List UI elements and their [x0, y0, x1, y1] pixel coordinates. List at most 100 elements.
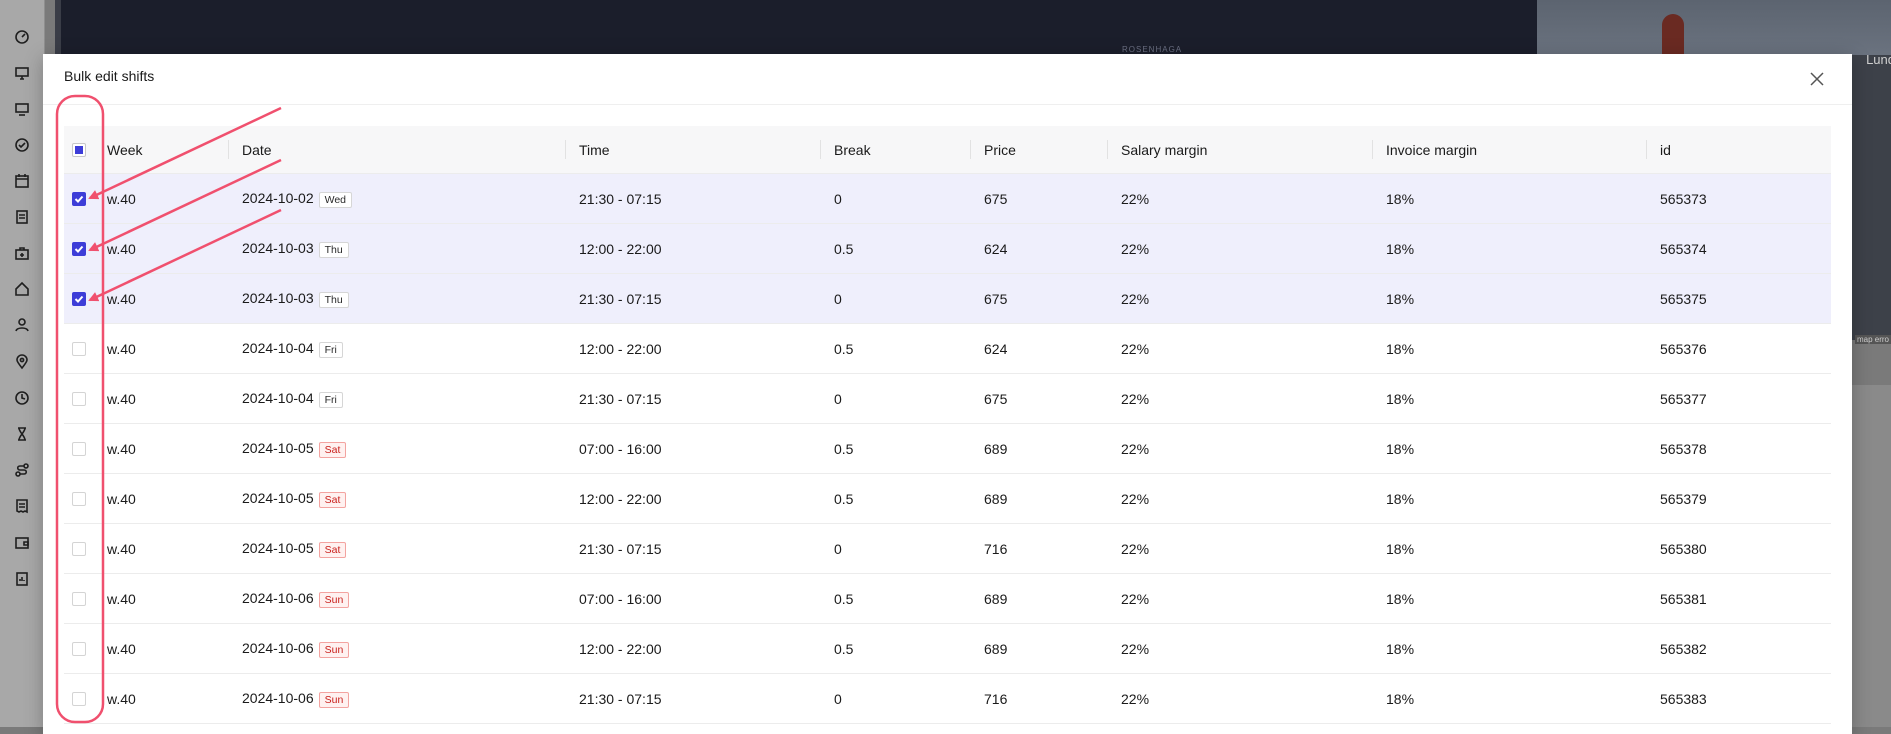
table-row[interactable]: w.40 2024-10-06 Sun 21:30 - 07:15 0 716 22% 18%…: [64, 673, 1831, 724]
tower-shape: [1662, 14, 1684, 54]
header-date-label: Date: [242, 141, 272, 158]
row-checkbox[interactable]: [72, 691, 86, 706]
break-value: 0.5: [834, 240, 854, 257]
time-value: 12:00 - 22:00: [579, 340, 662, 357]
header-id-label: id: [1660, 141, 1671, 158]
modal-title: Bulk edit shifts: [64, 68, 155, 84]
cell-invoice-margin: 18%: [1372, 223, 1646, 274]
header-date[interactable]: Date: [228, 126, 565, 174]
wallet-nav-button[interactable]: [13, 534, 31, 552]
row-checkbox[interactable]: [72, 591, 86, 606]
table-row[interactable]: w.40 2024-10-05 Sat 12:00 - 22:00 0.5 689 22% 1…: [64, 473, 1831, 524]
table-row[interactable]: w.40 2024-10-03 Thu 21:30 - 07:15 0 675 22% 18%…: [64, 273, 1831, 324]
price-value: 689: [984, 590, 1008, 607]
cell-week: w.40: [107, 573, 228, 624]
id-value: 565375: [1660, 290, 1707, 307]
time-value: 21:30 - 07:15: [579, 290, 662, 307]
row-checkbox[interactable]: [72, 391, 86, 406]
row-checkbox[interactable]: [72, 341, 86, 356]
cell-break: 0: [820, 373, 970, 424]
cell-time: 21:30 - 07:15: [565, 173, 820, 224]
cell-time: 21:30 - 07:15: [565, 523, 820, 574]
header-salary-margin[interactable]: Salary margin: [1107, 126, 1372, 174]
row-checkbox[interactable]: [72, 241, 86, 256]
row-select-cell: [64, 223, 107, 274]
desktop-icon: [15, 103, 29, 116]
salary-margin-value: 22%: [1121, 190, 1150, 207]
route-nav-button[interactable]: [13, 461, 31, 479]
cell-id: 565379: [1646, 473, 1831, 524]
clipboard-nav-button[interactable]: [13, 208, 31, 226]
header-week[interactable]: Week: [107, 126, 228, 174]
table-row[interactable]: w.40 2024-10-05 Sat 21:30 - 07:15 0 716 22% 18%…: [64, 523, 1831, 574]
map-pin-nav-button[interactable]: [13, 353, 31, 371]
user-nav-button[interactable]: [13, 316, 31, 334]
time-value: 21:30 - 07:15: [579, 540, 662, 557]
weekday-tag: Sun: [318, 592, 350, 609]
price-value: 689: [984, 490, 1008, 507]
cell-salary-margin: 22%: [1107, 173, 1372, 224]
report-nav-button[interactable]: [13, 570, 31, 588]
table-row[interactable]: w.40 2024-10-04 Fri 12:00 - 22:00 0.5 624 22% 1…: [64, 323, 1831, 374]
select-all-checkbox[interactable]: [72, 142, 86, 157]
table-row[interactable]: w.40 2024-10-03 Thu 12:00 - 22:00 0.5 624 22% 1…: [64, 223, 1831, 274]
cell-break: 0: [820, 173, 970, 224]
briefcase-plus-nav-button[interactable]: [13, 244, 31, 262]
receipt-nav-button[interactable]: [13, 497, 31, 515]
clock-nav-button[interactable]: [13, 389, 31, 407]
table-row[interactable]: w.40 2024-10-06 Sun 12:00 - 22:00 0.5 689 22% 1…: [64, 623, 1831, 674]
weekday-tag: Fri: [318, 342, 343, 359]
row-checkbox[interactable]: [72, 641, 86, 656]
dashboard-nav-button[interactable]: [13, 28, 31, 46]
cell-price: 675: [970, 273, 1107, 324]
modal-header: Bulk edit shifts: [43, 54, 1852, 105]
invoice-margin-value: 18%: [1386, 190, 1415, 207]
cell-date: 2024-10-06 Sun: [228, 673, 565, 724]
monitor-nav-button[interactable]: [13, 64, 31, 82]
hourglass-nav-button[interactable]: [13, 425, 31, 443]
cell-id: 565383: [1646, 673, 1831, 724]
table-row[interactable]: w.40 2024-10-02 Wed 21:30 - 07:15 0 675 22% 18%…: [64, 173, 1831, 224]
receipt-icon: [16, 499, 28, 514]
desktop-nav-button[interactable]: [13, 100, 31, 118]
row-checkbox[interactable]: [72, 441, 86, 456]
cell-date: 2024-10-06 Sun: [228, 623, 565, 674]
cell-week: w.40: [107, 223, 228, 274]
cell-invoice-margin: 18%: [1372, 523, 1646, 574]
home-nav-button[interactable]: [13, 280, 31, 298]
header-id[interactable]: id: [1646, 126, 1831, 174]
header-time[interactable]: Time: [565, 126, 820, 174]
id-value: 565376: [1660, 340, 1707, 357]
cell-price: 689: [970, 473, 1107, 524]
header-invoice-margin[interactable]: Invoice margin: [1372, 126, 1646, 174]
break-value: 0.5: [834, 340, 854, 357]
row-select-cell: [64, 273, 107, 324]
close-button[interactable]: [1808, 70, 1826, 88]
cell-date: 2024-10-02 Wed: [228, 173, 565, 224]
calendar-nav-button[interactable]: [13, 172, 31, 190]
invoice-margin-value: 18%: [1386, 540, 1415, 557]
row-checkbox[interactable]: [72, 491, 86, 506]
salary-margin-value: 22%: [1121, 490, 1150, 507]
date-value: 2024-10-04: [242, 339, 314, 356]
date-value: 2024-10-06: [242, 639, 314, 656]
invoice-margin-value: 18%: [1386, 690, 1415, 707]
table-row[interactable]: w.40 2024-10-05 Sat 07:00 - 16:00 0.5 689 22% 1…: [64, 423, 1831, 474]
cell-time: 12:00 - 22:00: [565, 623, 820, 674]
row-checkbox[interactable]: [72, 291, 86, 306]
cell-week: w.40: [107, 373, 228, 424]
header-price[interactable]: Price: [970, 126, 1107, 174]
row-checkbox[interactable]: [72, 541, 86, 556]
column-separator: [1372, 140, 1373, 159]
header-break[interactable]: Break: [820, 126, 970, 174]
price-value: 716: [984, 540, 1008, 557]
time-value: 07:00 - 16:00: [579, 590, 662, 607]
weekday-tag: Sat: [318, 492, 347, 509]
week-value: w.40: [107, 390, 136, 407]
check-circle-nav-button[interactable]: [13, 136, 31, 154]
table-row[interactable]: w.40 2024-10-06 Sun 07:00 - 16:00 0.5 689 22% 1…: [64, 573, 1831, 624]
table-row[interactable]: w.40 2024-10-04 Fri 21:30 - 07:15 0 675 22% 18%…: [64, 373, 1831, 424]
date-value: 2024-10-02: [242, 189, 314, 206]
row-checkbox[interactable]: [72, 191, 86, 206]
cell-salary-margin: 22%: [1107, 323, 1372, 374]
